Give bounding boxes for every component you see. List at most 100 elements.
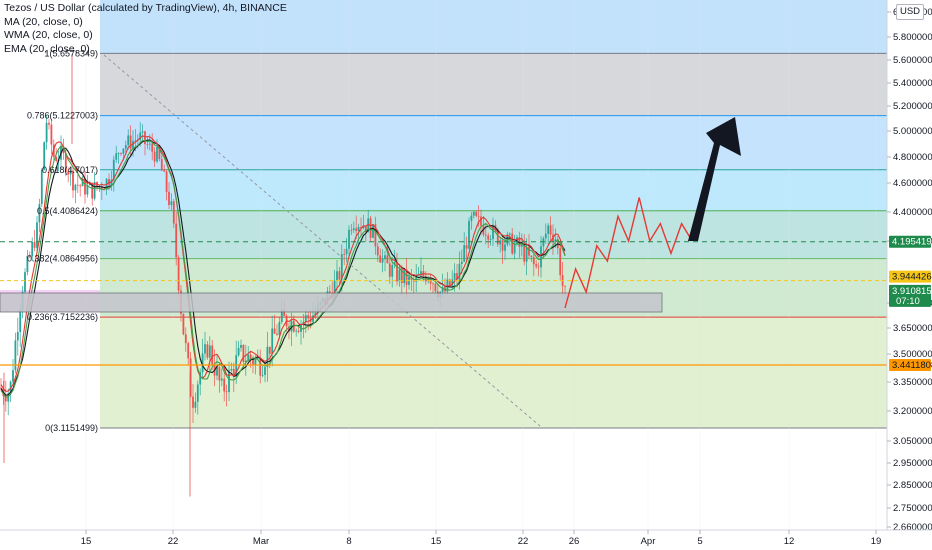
ma-legend[interactable]: MA (20, close, 0) (4, 15, 83, 28)
candle-body (158, 146, 161, 159)
candle-body (513, 243, 516, 254)
price-tag-0 (889, 235, 931, 248)
candle-body (132, 140, 134, 149)
candle-body (156, 146, 158, 162)
candle-body (165, 171, 168, 192)
fib-label-4: 0.382(4.0864956) (27, 254, 98, 264)
currency-button[interactable]: USD (896, 4, 924, 20)
candle-body (237, 347, 240, 356)
x-tick-label: 22 (518, 536, 529, 547)
x-tick-label: 26 (569, 536, 580, 547)
candle-body (189, 358, 192, 397)
candle-body (496, 229, 499, 245)
candle-body (38, 204, 41, 223)
candle-body (336, 271, 338, 281)
candle-body (348, 229, 350, 249)
candle-body (511, 233, 514, 254)
candle-body (523, 243, 526, 262)
candle-body (79, 185, 82, 187)
candle-body (31, 242, 34, 257)
support-zone (0, 292, 663, 313)
candle-body (420, 271, 422, 276)
candle-body (266, 346, 269, 368)
fib-label-5: 0.236(3.7152236) (27, 312, 98, 322)
candle-body (432, 283, 434, 285)
candle-body (146, 144, 149, 145)
candle-body (86, 185, 89, 195)
candle-body (206, 344, 209, 358)
candle-body (55, 156, 58, 162)
candle-body (81, 178, 84, 187)
candle-body (160, 158, 163, 171)
y-tick-label: 4.6000000 (893, 178, 932, 189)
candle-body (559, 248, 562, 276)
candle-body (381, 258, 384, 263)
candle-body (400, 269, 403, 284)
candle-body (26, 256, 29, 273)
candle-body (50, 124, 53, 145)
candle-body (192, 396, 194, 408)
candle-body (484, 234, 487, 236)
candle-body (542, 238, 545, 247)
candle-body (340, 254, 343, 280)
candle-body (204, 344, 206, 354)
y-tick-label: 2.9500000 (893, 458, 932, 469)
drawings (0, 54, 887, 427)
candle-body (124, 145, 127, 149)
candle-body (427, 277, 430, 282)
candle-body (525, 246, 528, 262)
up-arrow (688, 117, 741, 241)
candle-body (338, 271, 341, 280)
x-tick-label: 19 (871, 536, 882, 547)
candle-body (499, 240, 502, 245)
fib-label-0: 1(5.6578349) (44, 48, 98, 58)
x-tick-label: 15 (81, 536, 92, 547)
y-tick-label: 3.0500000 (893, 436, 932, 447)
candle-body (153, 151, 156, 162)
fib-zone-2 (100, 169, 887, 211)
candle-body (554, 239, 557, 242)
candle-body (93, 182, 96, 199)
x-tick-label: 15 (431, 536, 442, 547)
price-tag-3 (889, 358, 931, 371)
candle-body (362, 225, 365, 229)
ema-legend[interactable]: EMA (20, close, 0) (4, 42, 90, 55)
time-axis[interactable]: 15 22 Mar 8 15 22 26 Apr 5 12 19 (0, 529, 932, 550)
candle-body (369, 218, 372, 238)
candle-body (115, 153, 118, 160)
candle-body (163, 170, 166, 172)
candle-body (504, 244, 506, 251)
candle-body (48, 122, 50, 125)
candle-body (535, 264, 538, 267)
candle-body (12, 370, 14, 382)
candle-body (43, 142, 46, 170)
candle-body (19, 310, 22, 332)
y-tick-label: 4.8000000 (893, 152, 932, 163)
wma-line (0, 135, 566, 392)
wma-legend[interactable]: WMA (20, close, 0) (4, 29, 93, 41)
candle-body (72, 170, 74, 191)
candle-body (177, 257, 180, 291)
candle-body (225, 391, 228, 393)
fib-label-1: 0.786(5.1227003) (27, 111, 98, 121)
candle-body (367, 218, 370, 233)
candle-body (374, 224, 377, 247)
candle-body (24, 272, 26, 292)
candle-body (199, 372, 202, 385)
candle-body (304, 315, 307, 322)
candle-body (480, 216, 482, 226)
candle-body (36, 222, 38, 248)
candle-body (141, 131, 144, 133)
fibonacci-labels: 1(5.6578349) 0.786(5.1227003) 0.618(4.7017… (27, 48, 98, 433)
candle-body (194, 401, 197, 408)
ma-line (0, 139, 566, 396)
candle-body (530, 255, 533, 258)
candle-body (218, 367, 221, 381)
candle-body (345, 248, 348, 255)
candle-body (451, 279, 454, 286)
x-tick-label: 5 (697, 536, 702, 547)
candle-body (187, 343, 190, 359)
candle-body (403, 269, 406, 284)
candle-body (458, 263, 461, 280)
